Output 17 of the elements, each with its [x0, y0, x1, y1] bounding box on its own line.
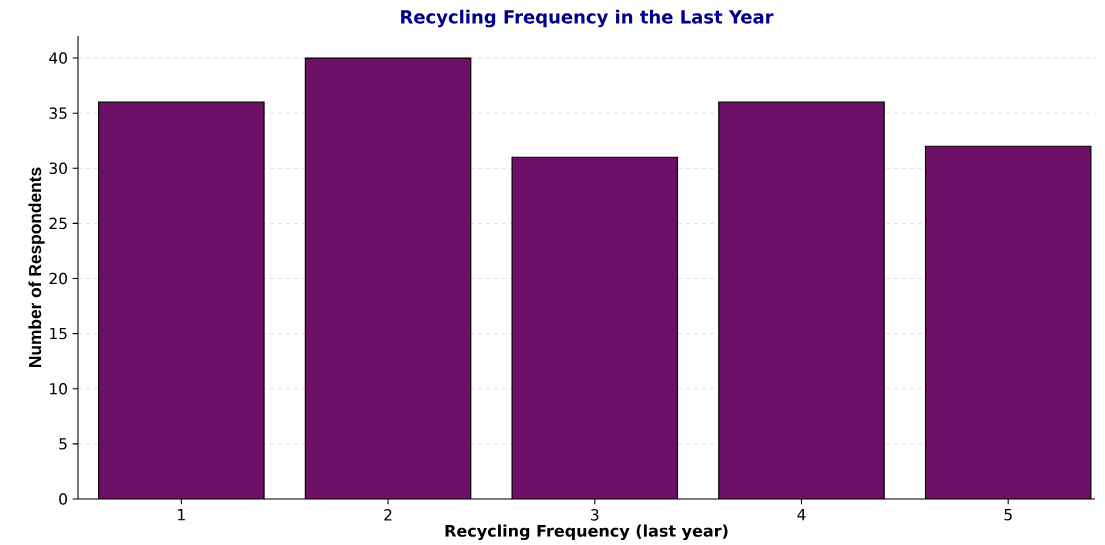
x-tick-label: 2 — [384, 509, 392, 521]
y-tick-label: 30 — [49, 162, 67, 175]
y-tick-label: 20 — [49, 272, 67, 285]
y-tick-label: 40 — [49, 52, 67, 65]
y-tick-label: 25 — [49, 217, 67, 230]
x-tick-label: 5 — [1004, 509, 1012, 521]
y-tick-label: 10 — [50, 383, 67, 395]
x-axis-title: Recycling Frequency (last year) — [445, 524, 728, 541]
x-tick-label: 1 — [178, 509, 185, 521]
x-tick-label: 3 — [591, 509, 599, 521]
chart-title: Recycling Frequency in the Last Year — [401, 9, 774, 28]
y-tick-label: 35 — [49, 107, 67, 120]
y-axis-title: Number of Respondents — [28, 167, 45, 368]
y-tick-label: 5 — [59, 438, 67, 450]
y-tick-label: 15 — [50, 328, 67, 340]
y-tick-label: 0 — [59, 493, 67, 506]
x-tick-label: 4 — [797, 509, 806, 521]
